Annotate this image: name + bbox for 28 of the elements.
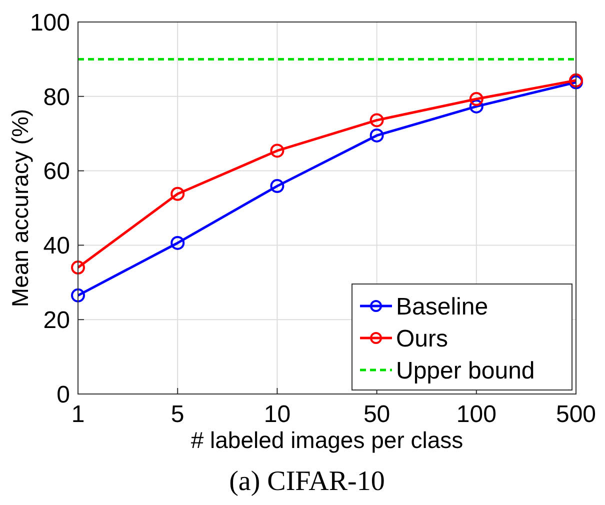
legend-label: Upper bound — [396, 357, 535, 384]
x-tick-label: 50 — [363, 401, 390, 428]
legend-label: Ours — [396, 325, 448, 352]
y-tick-label: 0 — [56, 381, 70, 408]
x-tick-label: 1 — [71, 401, 85, 428]
y-tick-label: 100 — [30, 9, 70, 36]
point — [370, 128, 384, 142]
legend-label: Baseline — [396, 293, 488, 320]
point — [469, 99, 484, 114]
x-axis-title: # labeled images per class — [190, 427, 464, 453]
point — [71, 260, 85, 275]
y-tick-label: 20 — [43, 307, 70, 334]
y-tick-label: 40 — [43, 232, 70, 260]
text: (a) CIFAR-10 — [229, 466, 385, 497]
point — [469, 92, 484, 106]
point — [270, 144, 284, 158]
point — [71, 288, 85, 302]
point — [170, 186, 185, 201]
point — [270, 179, 284, 194]
y-tick-label: 80 — [43, 84, 70, 111]
x-tick-label: 10 — [264, 401, 291, 428]
point — [370, 113, 384, 128]
y-axis-title: Mean accuracy (%) — [7, 108, 33, 308]
x-tick-label: 100 — [456, 401, 496, 428]
y-tick-label: 60 — [43, 158, 70, 186]
x-tick-label: 5 — [170, 401, 184, 428]
x-tick-label: 500 — [556, 401, 596, 428]
point — [170, 236, 185, 250]
